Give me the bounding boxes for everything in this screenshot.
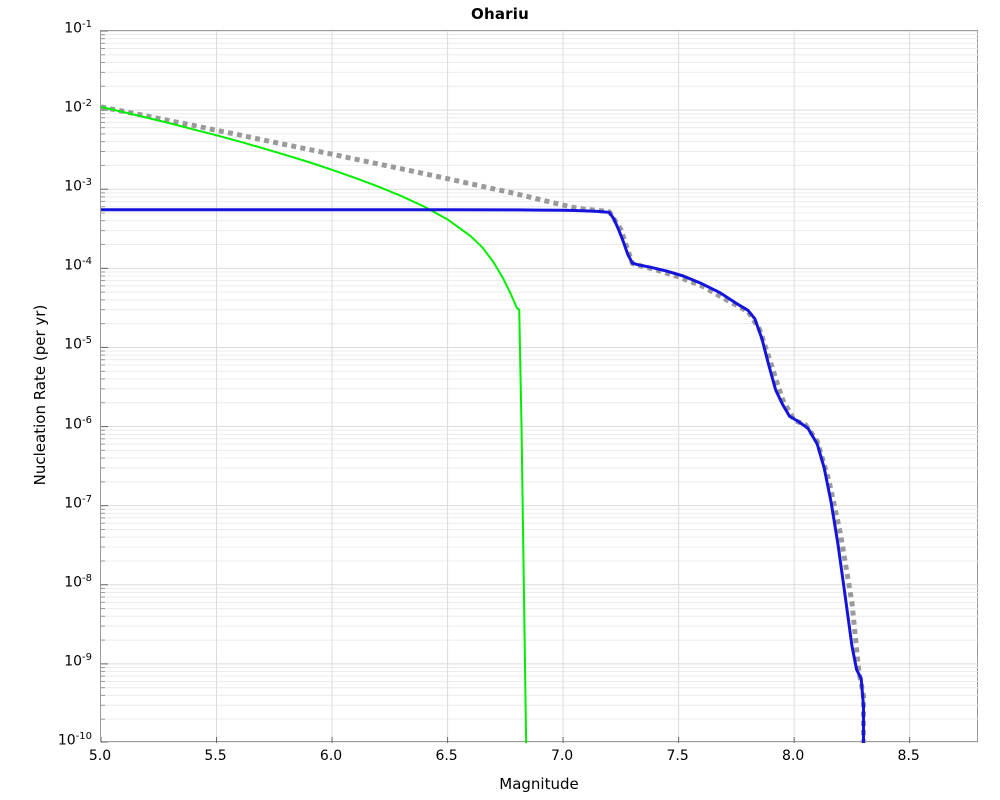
y-tick-exponent: -2 xyxy=(82,98,92,110)
y-tick-exponent: -9 xyxy=(82,651,92,663)
y-tick-label: 10-7 xyxy=(64,494,92,512)
x-tick-label: 7.5 xyxy=(666,748,689,764)
series-tapered-gr xyxy=(100,105,528,744)
y-tick-exponent: -8 xyxy=(82,572,92,584)
y-tick-label: 10-8 xyxy=(64,573,92,591)
y-tick-mantissa: 10 xyxy=(64,257,83,274)
y-tick-label: 10-9 xyxy=(64,652,92,670)
x-tick-label: 8.0 xyxy=(782,748,805,764)
x-tick-label: 8.5 xyxy=(897,748,920,764)
y-tick-mantissa: 10 xyxy=(64,416,83,433)
y-tick-mantissa: 10 xyxy=(64,178,83,195)
y-tick-exponent: -6 xyxy=(82,414,92,426)
plot-area xyxy=(99,30,979,745)
x-tick-label: 6.0 xyxy=(319,748,343,764)
x-tick-label: 7.0 xyxy=(550,748,574,764)
y-tick-label: 10-6 xyxy=(64,415,92,433)
y-tick-exponent: -3 xyxy=(82,177,92,189)
y-tick-exponent: -10 xyxy=(75,731,92,742)
y-tick-exponent: -4 xyxy=(82,256,92,268)
y-tick-label: 10-1 xyxy=(64,19,92,37)
x-tick-label: 5.5 xyxy=(204,748,227,764)
y-tick-label: 10-3 xyxy=(64,177,92,195)
grid-minor-horizontal xyxy=(101,34,979,720)
y-tick-exponent: -1 xyxy=(82,19,92,30)
y-tick-mantissa: 10 xyxy=(64,653,83,670)
y-tick-label: 10-5 xyxy=(64,335,92,353)
y-tick-label: 10-2 xyxy=(64,98,92,116)
axis-ticks xyxy=(100,30,911,744)
y-tick-exponent: -5 xyxy=(82,335,92,347)
y-tick-label: 10-4 xyxy=(64,256,92,274)
x-tick-label: 6.5 xyxy=(435,748,458,764)
x-tick-label: 5.0 xyxy=(88,748,112,764)
chart-title: Ohariu xyxy=(471,5,529,23)
grid-vertical xyxy=(216,31,911,743)
y-tick-mantissa: 10 xyxy=(57,732,76,749)
series-characteristic-nucleation xyxy=(99,208,865,745)
series-gr-reference xyxy=(100,104,866,743)
y-tick-mantissa: 10 xyxy=(64,99,83,116)
y-tick-mantissa: 10 xyxy=(64,495,83,512)
y-tick-mantissa: 10 xyxy=(64,337,83,354)
y-tick-mantissa: 10 xyxy=(64,574,83,591)
x-axis-label: Magnitude xyxy=(499,775,579,793)
plot-svg-container xyxy=(99,30,979,745)
y-tick-label: 10-10 xyxy=(58,731,92,749)
chart-plot xyxy=(99,30,979,745)
y-tick-mantissa: 10 xyxy=(64,20,83,37)
y-tick-exponent: -7 xyxy=(82,493,92,505)
